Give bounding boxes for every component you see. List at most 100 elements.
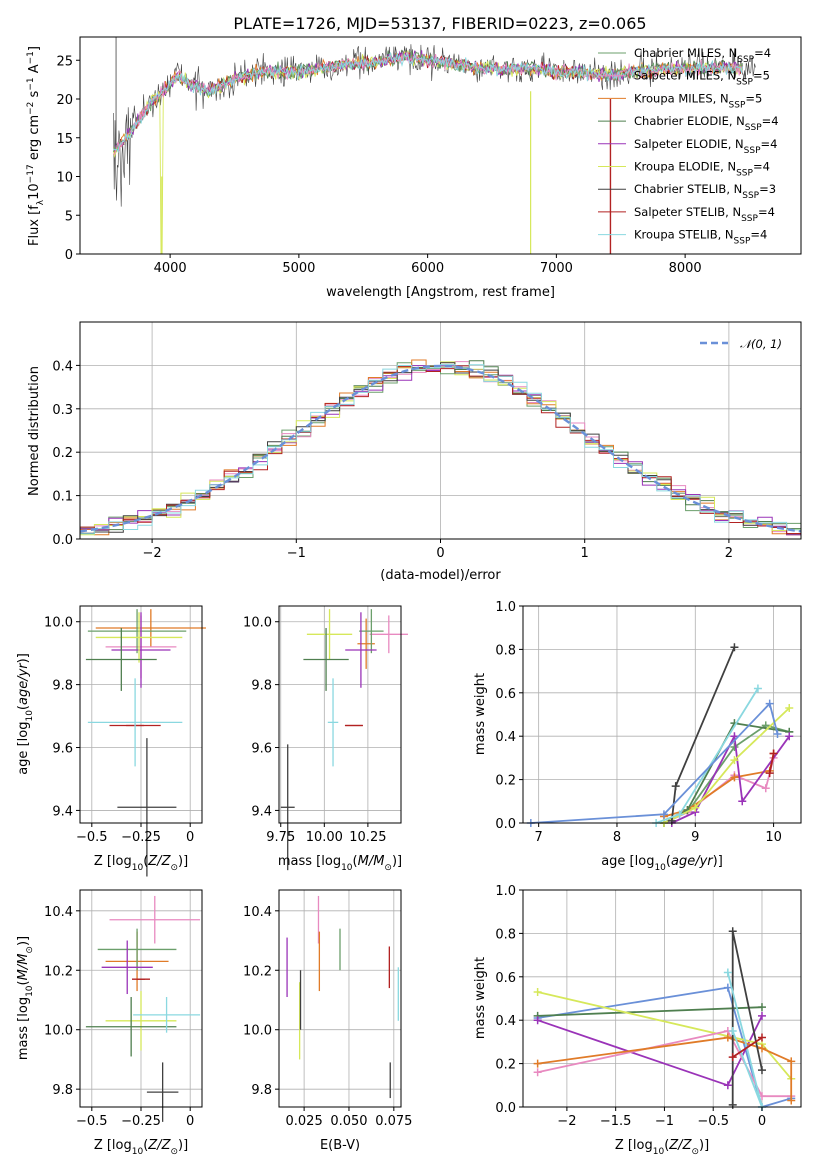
label-part: 10 (27, 183, 42, 200)
label-part: SSP (744, 146, 761, 156)
x-tick-label: −0.25 (121, 1114, 161, 1129)
label-part: ⊙ (170, 1147, 178, 1157)
weight-marker (723, 1081, 732, 1090)
y-tick-label: 10.0 (243, 616, 272, 631)
axes: −2 −1.5 −1 −0.5 0 0.0 0.2 0.4 0.6 0.8 1.0 (495, 884, 802, 1129)
x-tick-label: 8000 (669, 261, 702, 276)
errorbar-point (105, 991, 177, 1051)
legend-label: Chabrier ELODIE, NSSP=4 (634, 114, 779, 133)
y-axis-label: Normed distribution (27, 366, 42, 496)
axes-frame (278, 605, 402, 824)
label-part: 10 (25, 985, 35, 997)
label-part: Z [log (94, 1138, 132, 1153)
label-part: ( (16, 705, 31, 710)
x-tick-label: 5000 (282, 261, 315, 276)
label-part: )] (392, 854, 402, 869)
axes: 9.75 10.00 10.25 9.4 9.6 9.8 10.0 (243, 605, 402, 845)
label-part: SSP (742, 191, 759, 201)
weight-series (728, 1033, 766, 1062)
x-tick-label: 10 (765, 830, 782, 845)
panel-mass-vs-z: −0.5 −0.25 09.810.010.210.4Z [log10(Z/Z⊙)]… (16, 889, 203, 1157)
axes-frame (522, 605, 802, 824)
x-tick-label: 9.75 (266, 830, 295, 845)
y-tick-label: 0.2 (495, 774, 516, 789)
label-part: Flux [f (27, 205, 42, 246)
weight-marker (785, 703, 794, 712)
label-part: SSP (729, 100, 746, 110)
y-tick-label: 0.1 (52, 490, 73, 505)
weight-marker (773, 730, 782, 739)
y-axis-label: age [log10(age/yr)] (16, 653, 35, 775)
errorbar-point (359, 609, 384, 654)
label-part: ( (143, 1138, 148, 1153)
label-part: A (27, 64, 42, 77)
x-axis-label: mass [log10(M/M⊙)] (278, 854, 402, 873)
grid (279, 606, 401, 823)
plot-area (113, 37, 756, 255)
weight-marker (787, 1057, 796, 1066)
label-part: Kroupa STELIB, N (634, 228, 734, 242)
y-tick-label: 20 (56, 93, 73, 108)
weight-marker (723, 968, 732, 977)
x-tick-label: −0.25 (121, 830, 161, 845)
weight-marker (533, 987, 542, 996)
y-tick-label: 0.2 (52, 446, 73, 461)
label-part: Z [log (615, 1138, 653, 1153)
x-tick-label: 0 (758, 1114, 766, 1129)
errorbar-point (133, 997, 201, 1033)
label-part: =5 (753, 69, 770, 83)
y-tick-label: 0.4 (495, 730, 516, 745)
label-part: )] (178, 854, 188, 869)
errorbar-point (117, 738, 177, 877)
errorbar-point (306, 609, 353, 660)
label-part: SSP (737, 55, 754, 65)
label-part: M/M (16, 954, 31, 981)
label-part: λ (36, 199, 46, 205)
errorbar-point (303, 628, 349, 691)
weight-marker (757, 1003, 766, 1012)
label-part: =4 (753, 160, 770, 174)
y-tick-label: 10.0 (243, 1024, 272, 1039)
legend-label: 𝒩(0, 1) (740, 337, 782, 351)
label-part: =4 (762, 114, 779, 128)
label-part: 10 (654, 863, 666, 873)
y-tick-label: 5 (65, 209, 73, 224)
legend-label: Salpeter ELODIE, NSSP=4 (634, 137, 777, 156)
x-tick-label: 7 (535, 830, 543, 845)
weight-marker (728, 927, 737, 936)
axes: 0.025 0.050 0.075 9.8 10.0 10.2 10.4 (243, 889, 412, 1129)
weight-series (652, 684, 762, 827)
y-tick-label: 10.2 (44, 964, 73, 979)
x-tick-label: 1 (581, 546, 589, 561)
weight-marker (757, 1011, 766, 1020)
label-part: Z/Z (668, 1138, 692, 1153)
panel-mass-vs-ebv: 0.025 0.050 0.075 9.8 10.0 10.2 10.4 E(B-V) (243, 889, 412, 1153)
label-part: =5 (745, 91, 762, 105)
errorbar-point (85, 997, 177, 1057)
label-part: ⊙ (25, 946, 35, 954)
label-part: )] (178, 1138, 188, 1153)
y-axis-label: mass weight (473, 673, 488, 755)
weight-series (533, 1011, 766, 1090)
axes: 7 8 9 10 0.0 0.2 0.4 0.6 0.8 1.0 (495, 600, 802, 845)
errorbar-point (146, 1062, 179, 1122)
label-part: ( (666, 854, 671, 869)
label-part: SSP (741, 214, 758, 224)
label-part: Kroupa ELODIE, N (634, 160, 736, 174)
label-part: ⊙ (384, 863, 392, 873)
label-part: )] (699, 1138, 709, 1153)
x-tick-label: 10.25 (349, 830, 386, 845)
errorbar-point (327, 678, 339, 767)
axes: −0.5 −0.25 0 9.8 10.0 10.2 10.4 (44, 889, 203, 1129)
weight-line (732, 1036, 763, 1058)
label-part: erg cm (27, 115, 42, 164)
histogram-step (80, 365, 801, 534)
y-tick-label: 0.3 (52, 403, 73, 418)
label-part: ] (27, 46, 42, 51)
axes-frame (278, 889, 402, 1108)
x-tick-label: 4000 (154, 261, 187, 276)
spectrum-line (113, 52, 744, 154)
y-tick-label: 0.2 (495, 1058, 516, 1073)
